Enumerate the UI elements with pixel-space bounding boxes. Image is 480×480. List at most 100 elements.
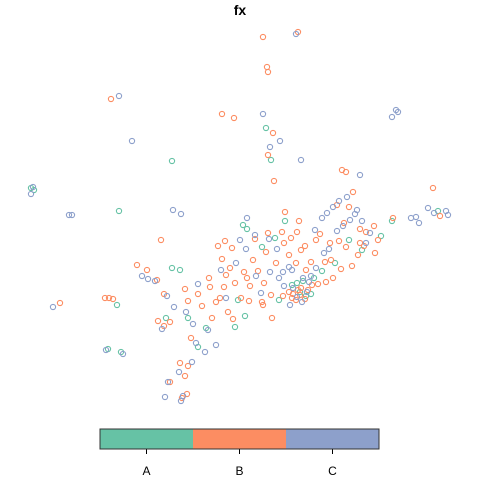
point-c-55: [415, 219, 423, 227]
point-c-72: [312, 264, 320, 272]
point-c-4: [297, 156, 305, 164]
point-b-39: [249, 256, 257, 264]
point-b-107: [326, 239, 334, 247]
point-b-19: [154, 317, 162, 325]
point-a-25: [345, 236, 353, 244]
point-c-19: [170, 303, 178, 311]
point-b-90: [280, 239, 288, 247]
point-c-67: [289, 284, 297, 292]
point-c-46: [356, 171, 364, 179]
point-a-10: [184, 314, 192, 322]
point-b-101: [259, 301, 267, 309]
point-b-16: [143, 266, 151, 274]
legend-frame: [99, 428, 380, 450]
point-b-22: [181, 285, 189, 293]
point-c-68: [293, 293, 301, 301]
point-b-21: [166, 318, 174, 326]
point-b-38: [246, 282, 254, 290]
point-c-79: [358, 217, 366, 225]
point-c-86: [285, 263, 293, 271]
point-c-85: [243, 214, 251, 222]
point-b-50: [316, 230, 324, 238]
point-b-23: [184, 297, 192, 305]
point-c-62: [252, 272, 260, 280]
point-c-16: [151, 277, 159, 285]
point-c-28: [177, 397, 185, 405]
point-c-78: [351, 210, 359, 218]
point-c-54: [412, 213, 420, 221]
point-b-112: [429, 184, 437, 192]
point-b-83: [297, 284, 305, 292]
point-b-93: [224, 308, 232, 316]
point-c-37: [286, 301, 294, 309]
point-b-98: [206, 283, 214, 291]
point-b-70: [292, 296, 300, 304]
point-b-86: [221, 237, 229, 245]
point-b-85: [289, 290, 297, 298]
point-a-1: [115, 207, 123, 215]
point-c-53: [407, 214, 415, 222]
point-c-73: [320, 249, 328, 257]
point-c-22: [192, 339, 200, 347]
legend-swatch-a: [100, 429, 193, 449]
point-b-47: [297, 246, 305, 254]
point-c-14: [138, 272, 146, 280]
point-b-8: [264, 151, 272, 159]
data-points: [27, 28, 452, 405]
point-a-27: [377, 232, 385, 240]
point-a-36: [293, 279, 301, 287]
point-b-60: [362, 228, 370, 236]
point-c-60: [232, 259, 240, 267]
point-b-92: [307, 258, 315, 266]
point-c-59: [442, 207, 450, 215]
point-b-48: [302, 266, 310, 274]
point-b-103: [278, 228, 286, 236]
point-b-74: [308, 281, 316, 289]
point-b-9: [270, 177, 278, 185]
point-b-63: [371, 249, 379, 257]
point-c-12: [169, 206, 177, 214]
point-a-18: [275, 296, 283, 304]
point-c-34: [265, 235, 273, 243]
point-c-76: [339, 222, 347, 230]
point-b-115: [198, 302, 206, 310]
point-b-0: [259, 33, 267, 41]
point-b-111: [389, 214, 397, 222]
point-c-23: [201, 348, 209, 356]
point-b-80: [354, 251, 362, 259]
point-b-36: [216, 294, 224, 302]
point-b-95: [220, 283, 228, 291]
point-c-50: [388, 113, 396, 121]
point-c-82: [212, 341, 220, 349]
point-c-20: [182, 308, 190, 316]
point-b-43: [272, 259, 280, 267]
point-b-46: [295, 217, 303, 225]
point-a-37: [299, 277, 307, 285]
point-c-45: [343, 193, 351, 201]
legend-swatch-b: [193, 429, 286, 449]
legend-label-b: B: [235, 464, 243, 478]
legend-label-c: C: [328, 464, 337, 478]
point-b-62: [356, 239, 364, 247]
point-b-31: [205, 274, 213, 282]
point-b-25: [176, 359, 184, 367]
point-b-54: [340, 219, 348, 227]
point-c-83: [276, 137, 284, 145]
point-c-0: [292, 30, 300, 38]
point-c-26: [188, 358, 196, 366]
point-b-40: [254, 267, 262, 275]
point-b-13: [109, 295, 117, 303]
point-c-29: [161, 393, 169, 401]
point-b-87: [228, 244, 236, 252]
point-b-53: [335, 237, 343, 245]
point-a-4: [113, 301, 121, 309]
point-b-15: [133, 261, 141, 269]
point-c-52: [394, 108, 402, 116]
point-c-48: [362, 239, 370, 247]
point-b-75: [314, 280, 322, 288]
point-b-33: [218, 255, 226, 263]
point-c-36: [279, 268, 287, 276]
point-c-56: [424, 204, 432, 212]
point-b-96: [212, 298, 220, 306]
point-c-74: [325, 245, 333, 253]
